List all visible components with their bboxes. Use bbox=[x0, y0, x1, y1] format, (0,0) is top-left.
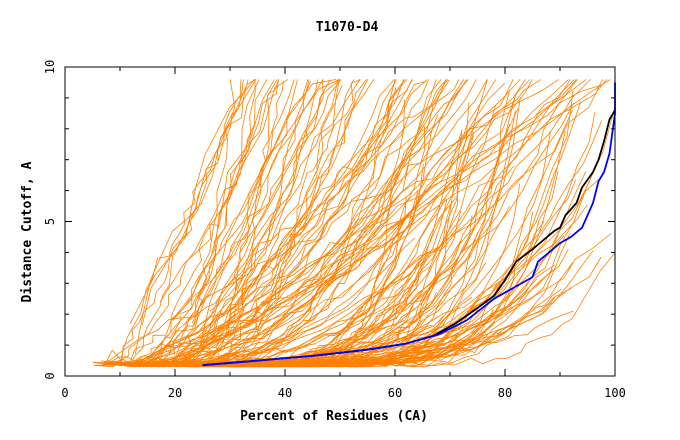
model-curve bbox=[297, 171, 559, 368]
model-curve bbox=[113, 79, 279, 366]
model-curve bbox=[131, 79, 404, 366]
model-curve bbox=[234, 183, 521, 368]
model-curve bbox=[143, 79, 268, 366]
model-curve bbox=[223, 79, 278, 368]
model-curve bbox=[110, 79, 260, 366]
y-tick-label: 0 bbox=[43, 372, 57, 379]
model-curve bbox=[169, 79, 275, 324]
model-curve bbox=[141, 79, 255, 326]
model-curve bbox=[93, 200, 421, 367]
model-curve bbox=[182, 79, 450, 366]
model-curve bbox=[124, 79, 611, 366]
model-curve bbox=[138, 79, 447, 366]
model-curve bbox=[266, 235, 565, 367]
y-axis-title: Distance Cutoff, A bbox=[20, 161, 35, 302]
model-curve bbox=[217, 79, 571, 366]
model-curve bbox=[165, 86, 397, 368]
model-curve bbox=[167, 79, 577, 366]
model-curve bbox=[143, 129, 463, 368]
model-curve bbox=[112, 79, 488, 366]
model-curve bbox=[303, 253, 615, 368]
model-curve bbox=[162, 79, 465, 366]
model-curve bbox=[226, 204, 588, 364]
model-curve bbox=[166, 79, 406, 366]
model-curve bbox=[192, 79, 361, 331]
y-tick-label: 10 bbox=[43, 60, 57, 74]
model-curve bbox=[187, 221, 545, 368]
model-curve bbox=[204, 79, 361, 366]
model-curve bbox=[227, 79, 591, 368]
model-curve bbox=[172, 79, 460, 366]
chart-title: T1070-D4 bbox=[316, 20, 379, 35]
model-curve bbox=[212, 79, 533, 366]
model-curve bbox=[193, 197, 407, 366]
x-tick-label: 0 bbox=[61, 386, 68, 400]
model-curve bbox=[199, 197, 502, 368]
x-axis-title: Percent of Residues (CA) bbox=[240, 409, 428, 424]
model-curve bbox=[166, 79, 236, 366]
x-tick-label: 40 bbox=[278, 386, 292, 400]
x-tick-label: 100 bbox=[604, 386, 626, 400]
model-curve bbox=[115, 231, 479, 367]
model-curve bbox=[172, 79, 337, 321]
background-model-lines bbox=[92, 79, 616, 368]
model-curve bbox=[156, 333, 459, 368]
model-curve bbox=[101, 79, 242, 366]
y-axis: 0 5 10 bbox=[43, 60, 615, 380]
model-curve bbox=[119, 79, 249, 366]
model-curve bbox=[171, 79, 375, 366]
model-curve bbox=[304, 232, 571, 368]
model-curve bbox=[265, 120, 603, 366]
model-curve bbox=[130, 79, 244, 366]
model-curve bbox=[126, 134, 474, 366]
model-curve bbox=[191, 79, 298, 324]
model-curve bbox=[129, 84, 602, 366]
model-curve bbox=[199, 79, 341, 356]
y-tick-label: 5 bbox=[43, 218, 57, 225]
model-curve bbox=[106, 79, 398, 368]
model-curve bbox=[209, 79, 319, 312]
highlight-series-lines bbox=[202, 82, 616, 367]
model-curve bbox=[160, 265, 432, 368]
model-curve bbox=[142, 82, 506, 368]
x-tick-label: 20 bbox=[168, 386, 182, 400]
x-axis: 0 20 40 60 80 100 bbox=[61, 67, 626, 400]
x-tick-label: 80 bbox=[498, 386, 512, 400]
model-curve bbox=[105, 79, 340, 366]
model-curve bbox=[102, 79, 342, 366]
model-curve bbox=[218, 79, 324, 340]
model-curve bbox=[144, 79, 449, 366]
model-curve bbox=[151, 79, 587, 366]
highlight-series-2 bbox=[202, 82, 616, 367]
model-curve bbox=[137, 79, 408, 368]
model-curve bbox=[129, 79, 256, 324]
model-curve bbox=[201, 79, 340, 337]
model-curve bbox=[159, 79, 289, 303]
model-curve bbox=[139, 287, 572, 368]
model-curve bbox=[93, 79, 521, 368]
model-curve bbox=[163, 79, 395, 366]
x-tick-label: 60 bbox=[388, 386, 402, 400]
